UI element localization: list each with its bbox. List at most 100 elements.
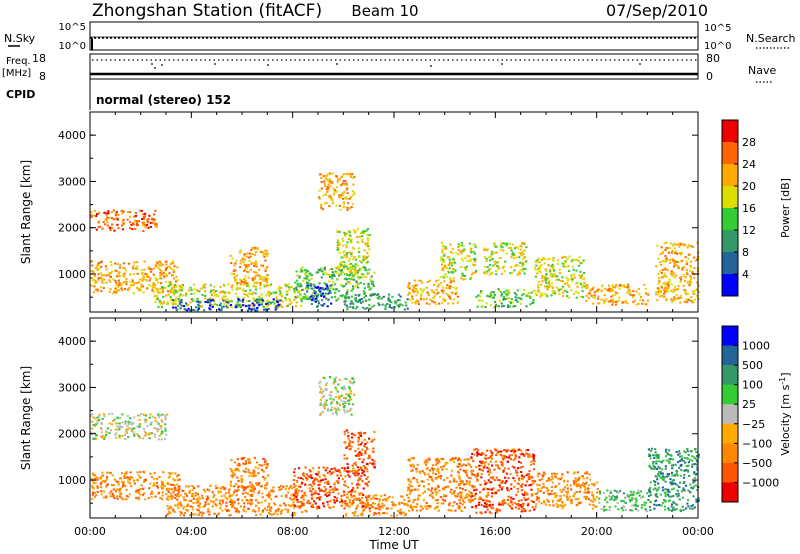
panel1-cell <box>207 298 210 301</box>
panel1-cell <box>354 269 357 272</box>
panel2-cell <box>523 455 526 457</box>
panel2-cell <box>436 499 439 501</box>
panel2-cell <box>314 478 317 481</box>
panel1-cell <box>230 262 233 264</box>
panel2-cell <box>197 513 200 516</box>
panel1-cell <box>244 283 247 286</box>
panel1-cell <box>580 261 584 264</box>
panel2-cell <box>154 419 157 422</box>
panel1-cell <box>466 259 469 262</box>
panel2-cell <box>442 465 445 468</box>
panel1-cell <box>236 305 239 308</box>
panel1-cell <box>419 298 423 301</box>
panel1-cell <box>269 283 273 286</box>
panel2-cell <box>113 418 116 421</box>
panel1-cell <box>342 192 345 195</box>
panel2-cell <box>486 508 489 511</box>
panel1-cell <box>442 298 445 301</box>
panel1-cell <box>624 299 627 302</box>
panel2-cell <box>142 487 145 490</box>
panel1-cell <box>320 206 323 209</box>
panel1-cell <box>672 275 675 277</box>
panel1-cell <box>679 294 682 297</box>
panel2-cell <box>136 433 139 436</box>
panel2-cell <box>512 498 515 500</box>
panel1-cell <box>211 298 214 301</box>
panel1-cell <box>328 288 331 291</box>
panel2-cell <box>357 472 360 475</box>
panel2-cell <box>209 484 212 487</box>
panel2-cell <box>368 514 371 517</box>
panel1-cell <box>107 212 110 215</box>
panel1-cell <box>496 305 499 308</box>
panel2-cell <box>287 491 290 494</box>
panel1-cell <box>345 184 349 186</box>
panel1-cell <box>97 212 101 215</box>
panel1-cell <box>679 242 682 245</box>
panel1-cell <box>342 173 345 176</box>
panel1-cell <box>330 286 333 289</box>
panel1-cell <box>658 280 661 283</box>
panel1-cell <box>368 234 371 237</box>
panel2-cell <box>319 391 322 394</box>
panel1-cell <box>106 221 109 224</box>
panel1-cell <box>661 294 664 297</box>
panel2-cell <box>225 505 228 508</box>
panel1-cell <box>577 292 580 295</box>
panel1-cell <box>352 258 355 261</box>
panel2-cell <box>425 502 428 504</box>
panel1-cell <box>352 229 355 232</box>
panel1-cell <box>451 271 454 274</box>
panel1-cell <box>425 286 428 289</box>
panel2-cell <box>278 486 281 489</box>
panel2-cell <box>518 479 521 482</box>
panel2-cell <box>291 493 294 496</box>
panel1-cell <box>663 274 666 277</box>
panel1-cell <box>162 263 165 266</box>
panel2-cell <box>423 461 426 464</box>
panel1-cell <box>319 287 323 290</box>
panel2-cell <box>125 429 128 432</box>
panel2-cell <box>380 495 383 497</box>
panel1-cell <box>165 266 169 269</box>
panel2-cell <box>451 469 454 472</box>
panel1-cell <box>398 299 401 301</box>
panel2-cell <box>93 425 96 428</box>
panel1-cell <box>308 272 311 275</box>
panel1-cell <box>351 190 355 193</box>
panel2-cell <box>357 440 360 443</box>
panel1-cell <box>352 183 355 186</box>
panel1-cell <box>549 268 552 271</box>
panel1-cell <box>516 273 519 276</box>
panel2-cell <box>380 505 383 507</box>
panel1-cell <box>251 304 255 307</box>
panel1-cell <box>141 272 144 275</box>
panel2-cell <box>116 428 120 431</box>
panel1-cell <box>129 281 132 284</box>
panel1-cell <box>173 277 176 280</box>
panel2-cell <box>353 512 356 515</box>
panel2-cell <box>97 415 100 418</box>
panel1-cell <box>105 274 108 277</box>
panel2-cell <box>135 489 138 492</box>
panel1-cell <box>267 290 270 293</box>
panel2-cell <box>176 479 179 482</box>
panel1-cell <box>671 258 674 261</box>
panel1-cell <box>427 294 430 297</box>
panel2-cell <box>471 472 474 475</box>
panel2-cell <box>498 467 501 470</box>
panel2-cell <box>219 504 223 507</box>
panel2-cell <box>356 453 360 456</box>
panel2-cell <box>314 490 317 493</box>
panel1-cell <box>248 304 251 307</box>
panel2-cell <box>351 403 354 406</box>
panel1-cell <box>103 211 106 214</box>
panel2-cell <box>428 506 431 509</box>
panel2-cell <box>114 428 117 431</box>
panel2-cell <box>496 489 499 492</box>
panel2-cell <box>511 503 514 506</box>
panel1-cell <box>487 269 490 272</box>
panel2-cell <box>516 449 519 452</box>
panel2-cell <box>168 475 171 478</box>
